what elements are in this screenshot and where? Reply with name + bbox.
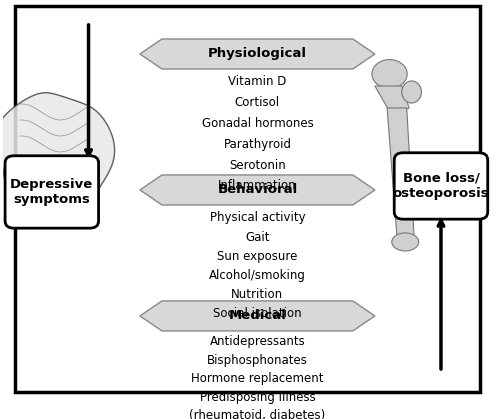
Text: Physical activity: Physical activity xyxy=(210,212,305,225)
Polygon shape xyxy=(140,39,375,69)
Polygon shape xyxy=(140,301,375,331)
Ellipse shape xyxy=(392,233,418,251)
FancyBboxPatch shape xyxy=(394,153,488,219)
Polygon shape xyxy=(140,175,375,205)
Ellipse shape xyxy=(402,81,421,103)
Text: Sun exposure: Sun exposure xyxy=(217,250,298,263)
Ellipse shape xyxy=(372,59,407,88)
FancyBboxPatch shape xyxy=(15,6,480,392)
Text: Hormone replacement: Hormone replacement xyxy=(191,372,324,385)
Text: Vitamin D: Vitamin D xyxy=(228,75,286,88)
Text: Parathyroid: Parathyroid xyxy=(224,138,292,151)
Text: Gait: Gait xyxy=(245,230,270,244)
Text: Physiological: Physiological xyxy=(208,47,307,60)
Polygon shape xyxy=(375,86,409,116)
Text: Behavioral: Behavioral xyxy=(218,184,298,197)
Text: Bisphosphonates: Bisphosphonates xyxy=(207,354,308,367)
Text: Cortisol: Cortisol xyxy=(235,96,280,109)
FancyBboxPatch shape xyxy=(5,156,98,228)
Text: Gonadal hormones: Gonadal hormones xyxy=(202,117,314,130)
Text: Bone loss/
osteoporosis: Bone loss/ osteoporosis xyxy=(392,172,490,200)
Text: Serotonin: Serotonin xyxy=(229,159,286,172)
Text: Alcohol/smoking: Alcohol/smoking xyxy=(209,269,306,282)
Text: Nutrition: Nutrition xyxy=(232,288,283,301)
Text: (rheumatoid, diabetes): (rheumatoid, diabetes) xyxy=(190,409,326,419)
Text: Depressive
symptoms: Depressive symptoms xyxy=(10,178,94,206)
Text: Predisposing illness: Predisposing illness xyxy=(200,391,316,403)
Text: Inflammation: Inflammation xyxy=(218,179,296,192)
Text: Social isolation: Social isolation xyxy=(213,308,302,321)
Text: Medical: Medical xyxy=(228,310,286,323)
Text: Antidepressants: Antidepressants xyxy=(210,336,306,349)
Polygon shape xyxy=(387,108,414,236)
Polygon shape xyxy=(0,93,114,227)
